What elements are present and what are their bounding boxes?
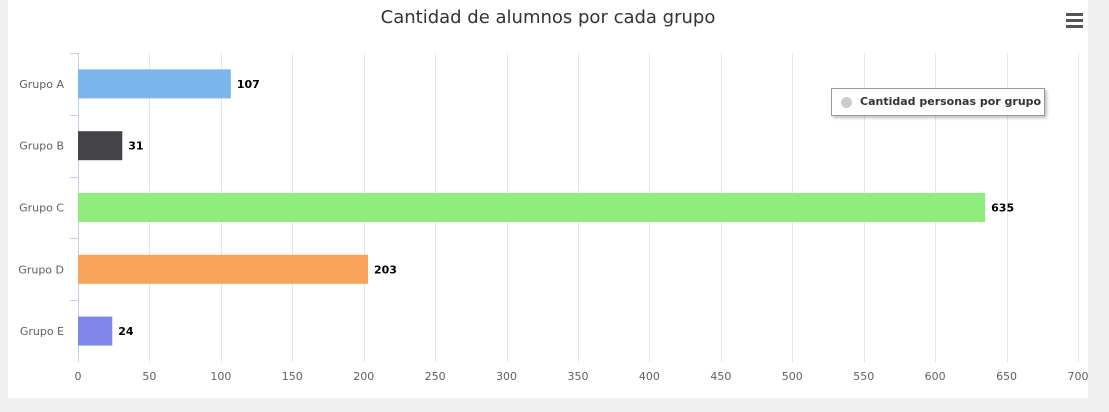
category-label: Grupo A (19, 78, 64, 91)
x-axis-tick-labels: 0 50 100 150 200 250 300 350 400 450 500 550 600 650 7… (75, 370, 1089, 383)
bar-grupo-b[interactable] (78, 131, 123, 161)
bars (78, 69, 986, 346)
legend-label: Cantidad personas por grupo (860, 95, 1042, 108)
x-tick-label: 700 (1068, 370, 1089, 383)
x-tick-label: 400 (639, 370, 660, 383)
x-tick-label: 500 (782, 370, 803, 383)
category-labels: Grupo A Grupo B Grupo C Grupo D Grupo E (18, 78, 64, 338)
legend-item[interactable]: Cantidad personas por grupo (831, 88, 1045, 116)
x-tick-label: 550 (853, 370, 874, 383)
data-label: 635 (991, 202, 1014, 215)
data-label: 107 (237, 78, 260, 91)
x-tick-label: 350 (568, 370, 589, 383)
legend-marker-icon (841, 97, 852, 108)
data-labels: 107 31 635 203 24 (118, 78, 1014, 338)
bar-grupo-c[interactable] (78, 193, 986, 222)
chart-title: Cantidad de alumnos por cada grupo (381, 7, 716, 28)
x-tick-label: 150 (282, 370, 303, 383)
x-tick-label: 0 (75, 370, 82, 383)
bar-grupo-d[interactable] (78, 254, 368, 284)
data-label: 203 (374, 263, 397, 276)
data-label: 24 (118, 325, 134, 338)
bar-grupo-a[interactable] (78, 69, 231, 99)
x-tick-label: 650 (996, 370, 1017, 383)
chart-card: Grupo A Grupo B Grupo C Grupo D Grupo E 0 50 1… (8, 0, 1088, 398)
x-tick-label: 600 (925, 370, 946, 383)
bar-chart: Grupo A Grupo B Grupo C Grupo D Grupo E 0 50 1… (18, 7, 1089, 383)
category-label: Grupo D (18, 263, 64, 276)
category-label: Grupo B (19, 140, 64, 153)
x-tick-label: 100 (210, 370, 231, 383)
x-tick-label: 200 (353, 370, 374, 383)
category-label: Grupo E (20, 325, 64, 338)
x-tick-label: 250 (425, 370, 446, 383)
bar-grupo-e[interactable] (78, 316, 113, 346)
x-tick-label: 300 (496, 370, 517, 383)
category-label: Grupo C (19, 202, 64, 215)
hamburger-menu-icon[interactable] (1064, 12, 1086, 30)
x-tick-label: 450 (710, 370, 731, 383)
x-tick-label: 50 (142, 370, 156, 383)
data-label: 31 (128, 140, 143, 153)
